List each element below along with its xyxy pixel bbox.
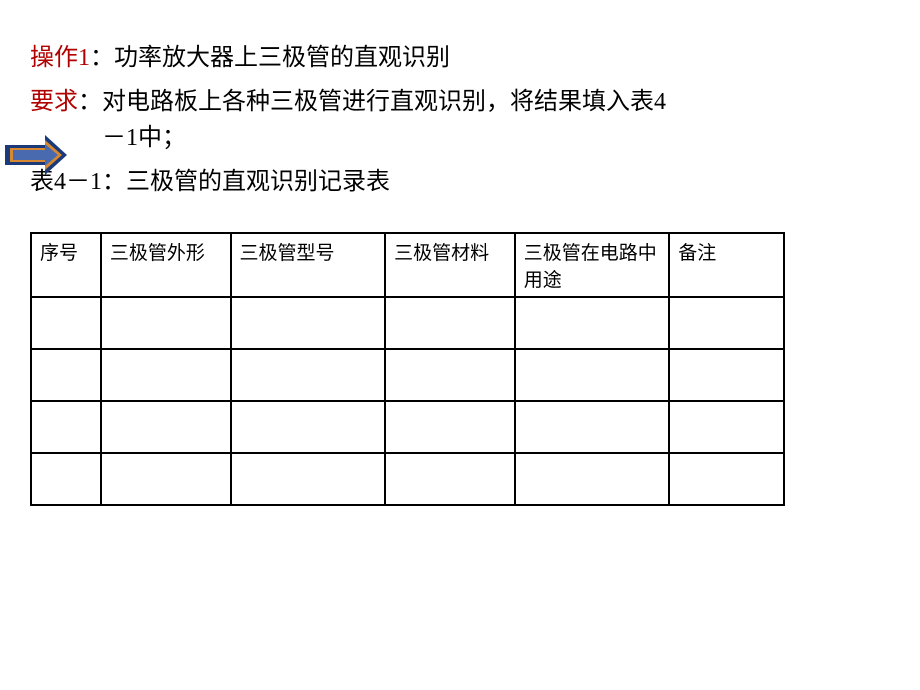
table-row (31, 453, 784, 505)
operation-line: 操作1：功率放大器上三极管的直观识别 (30, 40, 890, 76)
table-cell (31, 297, 101, 349)
table-header-row: 序号 三极管外形 三极管型号 三极管材料 三极管在电路中用途 备注 (31, 233, 784, 297)
record-table: 序号 三极管外形 三极管型号 三极管材料 三极管在电路中用途 备注 (30, 232, 785, 506)
table-cell (385, 401, 515, 453)
header-cell: 备注 (669, 233, 784, 297)
table-cell (31, 401, 101, 453)
table-cell (231, 297, 386, 349)
table-cell (101, 297, 231, 349)
operation-text: ：功率放大器上三极管的直观识别 (90, 45, 450, 71)
table-cell (385, 297, 515, 349)
table-cell (31, 349, 101, 401)
table-row (31, 297, 784, 349)
table-cell (231, 453, 386, 505)
table-cell (385, 453, 515, 505)
table-cell (101, 401, 231, 453)
table-cell (515, 401, 670, 453)
header-cell: 三极管外形 (101, 233, 231, 297)
requirement-label: 要求 (30, 89, 78, 115)
table-caption: 表4－1：三极管的直观识别记录表 (30, 164, 890, 200)
table-cell (101, 349, 231, 401)
table-cell (669, 349, 784, 401)
table-cell (385, 349, 515, 401)
header-cell: 序号 (31, 233, 101, 297)
table-cell (515, 453, 670, 505)
header-cell: 三极管材料 (385, 233, 515, 297)
table-cell (31, 453, 101, 505)
table-cell (231, 401, 386, 453)
table-row (31, 349, 784, 401)
header-cell: 三极管型号 (231, 233, 386, 297)
table-cell (231, 349, 386, 401)
table-row (31, 401, 784, 453)
requirement-text-2: －1中； (30, 120, 186, 156)
table-cell (101, 453, 231, 505)
requirement-text-1: ：对电路板上各种三极管进行直观识别，将结果填入表4 (78, 89, 666, 115)
table-cell (669, 401, 784, 453)
header-cell: 三极管在电路中用途 (515, 233, 670, 297)
table-cell (669, 297, 784, 349)
table-cell (669, 453, 784, 505)
table-cell (515, 297, 670, 349)
operation-label: 操作1 (30, 45, 90, 71)
document-content: 操作1：功率放大器上三极管的直观识别 要求：对电路板上各种三极管进行直观识别，将… (0, 0, 920, 546)
requirement-line: 要求：对电路板上各种三极管进行直观识别，将结果填入表4 －1中； (30, 84, 890, 156)
table-cell (515, 349, 670, 401)
